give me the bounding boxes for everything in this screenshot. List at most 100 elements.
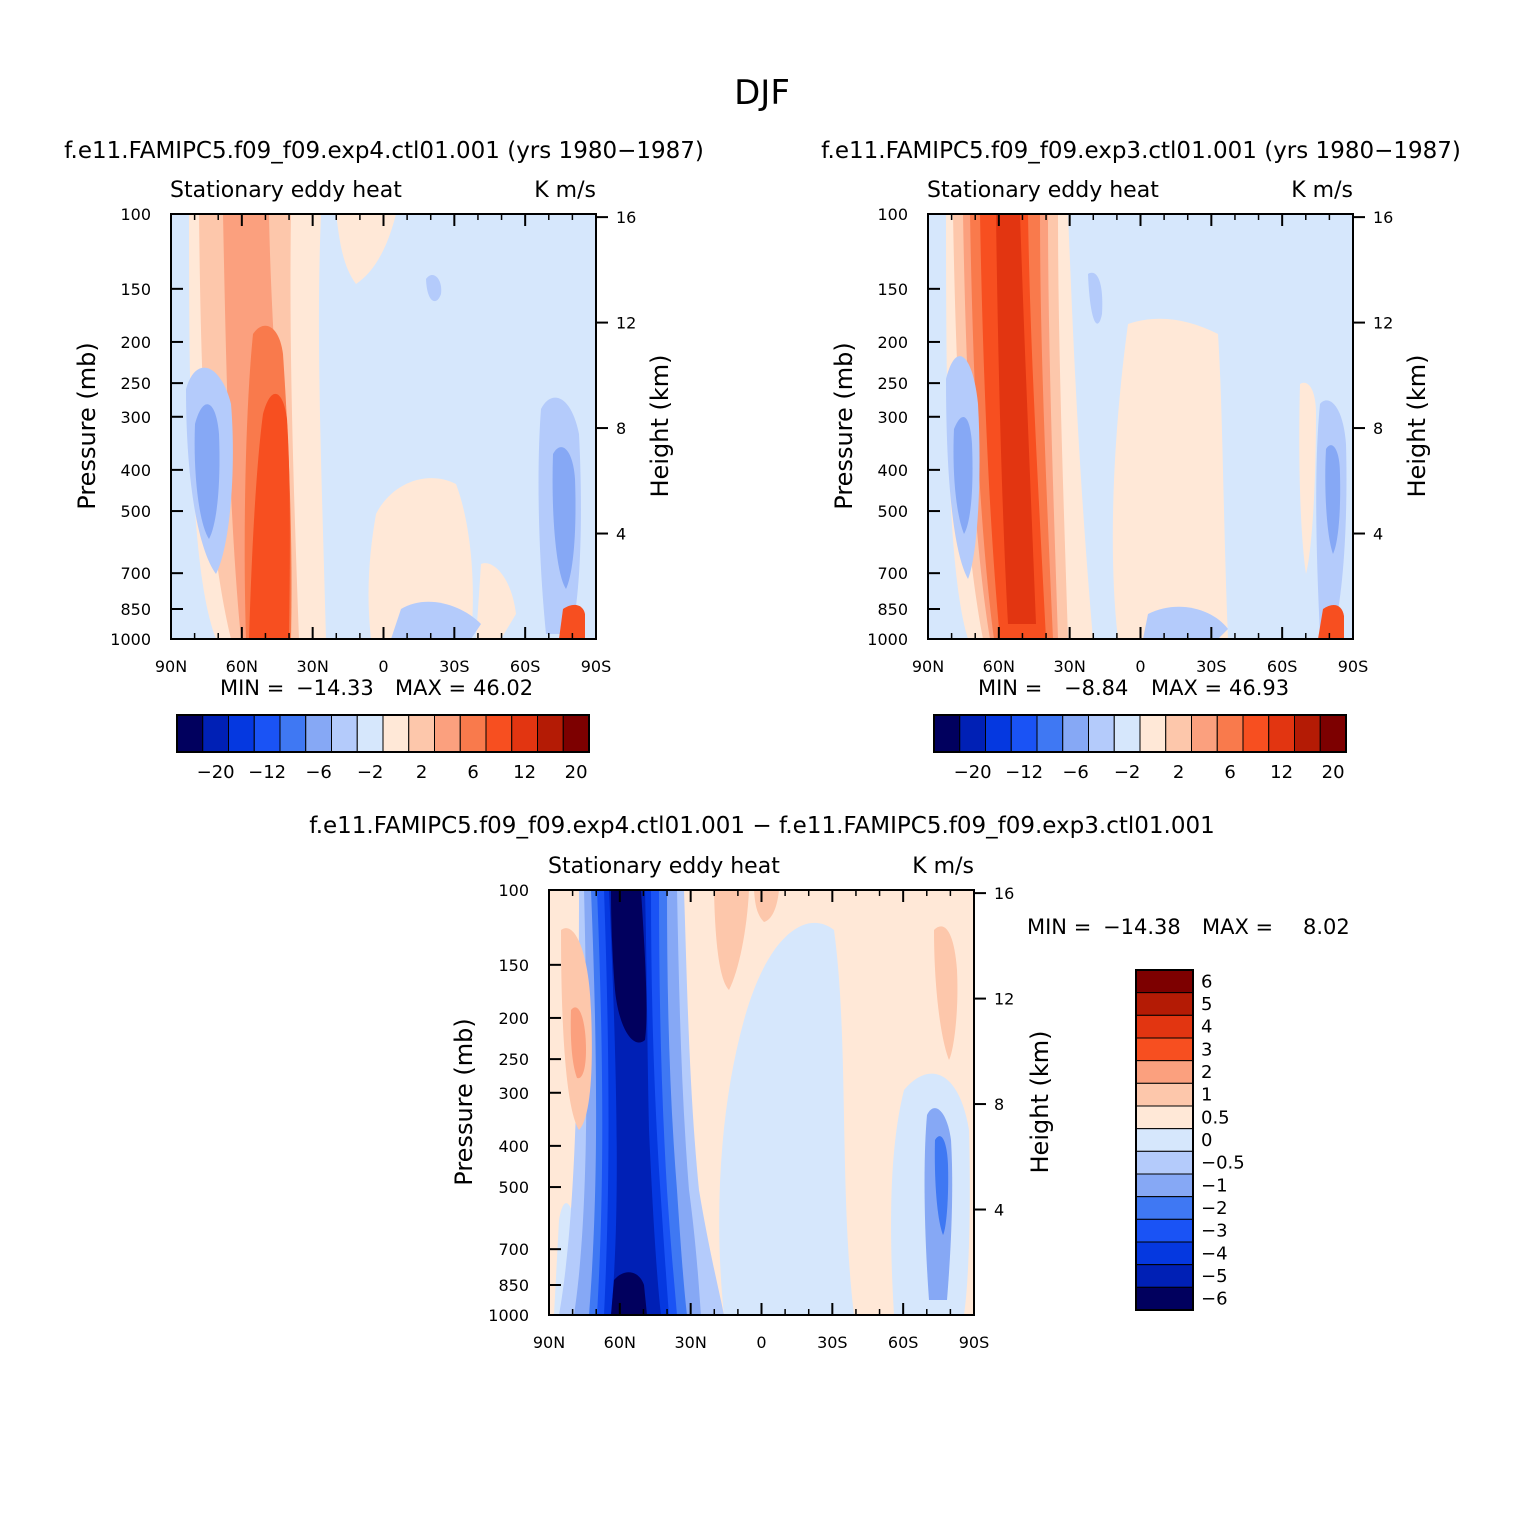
x-tick-label: 30S (1196, 657, 1227, 676)
y-right-tick-label: 4 (1373, 525, 1383, 544)
colorbar-swatch (537, 714, 564, 753)
colorbar-label: 4 (1201, 1017, 1212, 1038)
colorbar-swatch (1135, 1105, 1194, 1130)
y-tick-label: 300 (498, 1084, 529, 1103)
colorbar-label: −20 (954, 762, 992, 783)
colorbar-swatch (279, 714, 307, 753)
min-value: −14.38 (1103, 915, 1181, 939)
colorbar-label: −1 (1201, 1175, 1228, 1196)
x-tick-label: 0 (1135, 657, 1145, 676)
panel-right: f.e11.FAMIPC5.f09_f09.exp3.ctl01.001 (yr… (821, 138, 1461, 783)
colorbar-swatch (305, 714, 332, 753)
x-tick-label: 60S (510, 657, 541, 676)
colorbar-swatch (253, 714, 281, 753)
contour-negative-upper (1088, 272, 1103, 324)
x-tick-label: 90N (155, 657, 187, 676)
y-tick-label: 300 (120, 408, 151, 427)
colorbar-label: −20 (197, 762, 235, 783)
y-right-tick-label: 12 (616, 314, 636, 333)
colorbar-label: −12 (1005, 762, 1043, 783)
colorbar-label: −0.5 (1201, 1153, 1245, 1174)
x-tick-label: 60N (226, 657, 258, 676)
x-tick-label: 30S (817, 1333, 848, 1352)
colorbar-label: 2 (416, 762, 427, 783)
colorbar-swatch (408, 714, 435, 753)
y-tick-label: 100 (498, 881, 529, 900)
panel-subtitle: Stationary eddy heat (548, 854, 780, 879)
colorbar-label: 0 (1201, 1130, 1212, 1151)
contour-negative-south-core (552, 447, 576, 589)
contour-positive-inner (996, 214, 1036, 624)
y-tick-label: 500 (877, 502, 908, 521)
stats-line: MIN = −8.84 MAX = 46.93 (978, 676, 1289, 700)
colorbar-label: 2 (1173, 762, 1184, 783)
stats-line: MIN = −14.38 MAX = 8.02 (1027, 915, 1350, 939)
colorbar-swatch (382, 714, 410, 753)
x-tick-label: 0 (378, 657, 388, 676)
x-tick-label: 90N (912, 657, 944, 676)
y-right-tick-label: 16 (616, 208, 636, 227)
colorbar-label: 3 (1201, 1039, 1212, 1060)
x-tick-label: 60S (888, 1333, 919, 1352)
y-right-tick-label: 12 (994, 990, 1014, 1009)
max-value: 46.02 (473, 676, 533, 700)
y-axis-label: Pressure (mb) (450, 1018, 478, 1185)
contour-positive-upper-tropics-2 (754, 890, 779, 922)
y-tick-label: 400 (877, 461, 908, 480)
y-axis-right-label: Height (km) (1403, 355, 1431, 498)
colorbar-swatch (228, 714, 255, 753)
max-label: MAX = (395, 676, 466, 700)
colorbar-label: −6 (1062, 762, 1089, 783)
panel-units: K m/s (534, 178, 596, 203)
contour-positive-north-core (570, 1007, 586, 1079)
min-label: MIN = (220, 676, 284, 700)
figure-title: DJF (734, 73, 790, 113)
panel-header: f.e11.FAMIPC5.f09_f09.exp4.ctl01.001 (yr… (64, 138, 704, 164)
colorbar-label: −2 (357, 762, 384, 783)
colorbar-frame (1135, 969, 1194, 1311)
colorbar-label: −2 (1201, 1198, 1228, 1219)
axes: 100 150 200 250 300 400 500 700 850 1000 16 12 8 4 90N… (110, 205, 636, 676)
colorbar-swatch (1135, 1082, 1194, 1107)
contour-positive-surface-south (559, 604, 585, 639)
colorbar-label: −3 (1201, 1221, 1228, 1242)
y-tick-label: 150 (498, 956, 529, 975)
y-right-tick-label: 4 (616, 525, 626, 544)
min-label: MIN = (1027, 915, 1091, 939)
y-tick-label: 150 (877, 280, 908, 299)
stats-line: MIN = −14.33 MAX = 46.02 (220, 676, 533, 700)
y-right-tick-label: 8 (1373, 419, 1383, 438)
colorbar-swatch (1135, 1037, 1194, 1062)
contour-negative-core-upper (611, 890, 647, 1043)
colorbar-swatch (176, 714, 204, 753)
contour-negative-tropics (1143, 606, 1228, 639)
y-tick-label: 250 (120, 374, 151, 393)
colorbar-label: −6 (1201, 1289, 1228, 1310)
contour-positive-core (249, 393, 290, 639)
colorbar-swatch (1135, 1286, 1194, 1311)
colorbar-swatch (1010, 714, 1038, 753)
x-tick-label: 30S (439, 657, 470, 676)
x-tick-label: 60N (604, 1333, 636, 1352)
colorbar: −20 −12 −6 −2 2 6 12 20 (933, 714, 1347, 783)
contour-negative-weak-mid (719, 922, 854, 1315)
colorbar-swatch (511, 714, 538, 753)
colorbar-swatch (1319, 714, 1347, 753)
contour-positive-weak-upper (336, 214, 396, 284)
x-tick-label: 30N (1054, 657, 1086, 676)
colorbar-swatch (1135, 1060, 1194, 1084)
y-axis-right-label: Height (km) (646, 355, 674, 498)
colorbar-swatch (1268, 714, 1295, 753)
x-tick-label: 90N (533, 1333, 565, 1352)
y-tick-label: 1000 (488, 1306, 529, 1325)
max-label: MAX = (1151, 676, 1222, 700)
colorbar-swatch (1165, 714, 1192, 753)
colorbar-swatch (1135, 992, 1194, 1016)
colorbar-label: 20 (565, 762, 588, 783)
y-tick-label: 700 (498, 1240, 529, 1259)
colorbar-label: 1 (1201, 1085, 1212, 1106)
max-value: 8.02 (1303, 915, 1350, 939)
y-axis-label: Pressure (mb) (73, 342, 101, 509)
colorbar-label: −5 (1201, 1266, 1228, 1287)
